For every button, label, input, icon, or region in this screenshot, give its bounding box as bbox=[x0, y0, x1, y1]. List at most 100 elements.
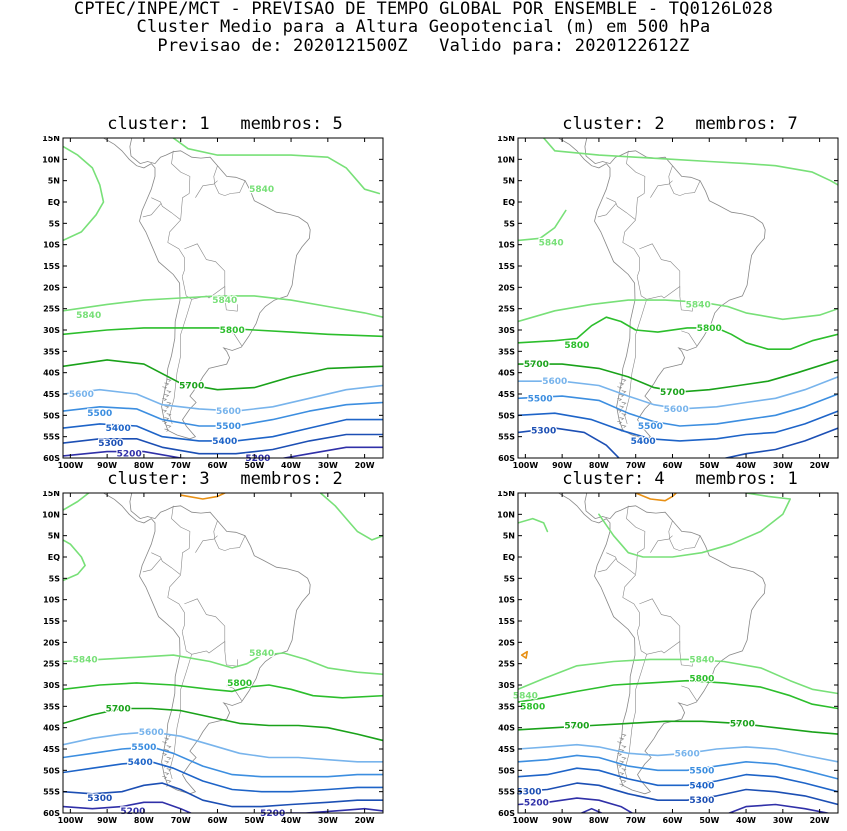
country-border bbox=[639, 243, 681, 287]
contour-label: 5500 bbox=[216, 422, 241, 432]
contour-label: 5840 bbox=[513, 692, 538, 702]
contour-label: 5840 bbox=[686, 300, 711, 310]
map-layer bbox=[63, 493, 383, 813]
contour-label: 5800 bbox=[520, 702, 545, 712]
lat-label: 45S bbox=[498, 745, 515, 754]
country-border bbox=[167, 574, 185, 632]
lon-label: 40W bbox=[736, 816, 756, 825]
island-mark bbox=[617, 420, 623, 425]
lat-label: 45S bbox=[43, 390, 60, 399]
isoline-5700 bbox=[518, 359, 838, 393]
island-mark bbox=[166, 745, 172, 749]
country-border bbox=[226, 330, 243, 346]
lon-label: 40W bbox=[281, 816, 301, 825]
isoline-5800 bbox=[518, 679, 838, 710]
island-mark bbox=[166, 378, 172, 382]
island-mark bbox=[162, 409, 168, 413]
lat-label: 40S bbox=[43, 369, 60, 378]
country-border bbox=[169, 631, 193, 779]
main-title: CPTEC/INPE/MCT - PREVISAO DE TEMPO GLOBA… bbox=[73, 0, 774, 19]
island-mark bbox=[166, 390, 172, 394]
lat-label: 60S bbox=[498, 454, 515, 463]
island-mark bbox=[164, 417, 170, 421]
isoline-5840 bbox=[518, 299, 838, 323]
lat-label: 5S bbox=[504, 574, 516, 583]
contour-label: 5840 bbox=[212, 296, 237, 306]
lat-label: 50S bbox=[43, 411, 60, 420]
island-mark bbox=[619, 783, 625, 787]
island-mark bbox=[166, 756, 172, 760]
isoline-5300 bbox=[63, 433, 383, 455]
lat-label: 35S bbox=[498, 702, 515, 711]
lat-label: 25S bbox=[43, 305, 60, 314]
country-border bbox=[639, 598, 681, 642]
contour-label: 5300 bbox=[516, 788, 541, 798]
isoline-5900 bbox=[634, 493, 677, 502]
contour-label: 5400 bbox=[689, 781, 714, 791]
lat-label: 55S bbox=[43, 788, 60, 797]
lon-label: 60W bbox=[208, 816, 228, 825]
subtitle: Cluster Medio para a Altura Geopotencial… bbox=[136, 17, 711, 37]
contour-label: 5600 bbox=[675, 749, 700, 759]
isoline-5300 bbox=[722, 427, 838, 458]
panel-title: cluster: 3 membros: 2 bbox=[107, 469, 343, 489]
lon-label: 50W bbox=[244, 461, 264, 470]
lat-label: 15N bbox=[42, 491, 60, 498]
contour-label: 5400 bbox=[212, 437, 237, 447]
lon-label: 100W bbox=[58, 461, 84, 470]
island-mark bbox=[621, 413, 627, 417]
lat-label: EQ bbox=[503, 198, 515, 207]
coastline bbox=[532, 138, 766, 440]
lat-label: 5N bbox=[48, 177, 60, 186]
isoline-5840 bbox=[63, 539, 86, 582]
lat-label: 5S bbox=[49, 574, 61, 583]
panel-title: cluster: 2 membros: 7 bbox=[562, 114, 798, 134]
lat-label: 30S bbox=[43, 681, 60, 690]
isoline-5840 bbox=[518, 209, 567, 242]
lat-label: 40S bbox=[498, 724, 515, 733]
lat-label: 20S bbox=[43, 638, 60, 647]
lat-label: 40S bbox=[498, 369, 515, 378]
contour-label: 5500 bbox=[87, 409, 112, 419]
lon-label: 30W bbox=[773, 461, 793, 470]
map-layer bbox=[518, 138, 838, 458]
country-border bbox=[597, 558, 617, 573]
contour-label: 5840 bbox=[249, 185, 274, 195]
contour-label: 5700 bbox=[106, 705, 131, 715]
island-mark bbox=[164, 772, 170, 776]
island-mark bbox=[162, 741, 168, 745]
lat-label: 5S bbox=[49, 219, 61, 228]
lat-label: 5N bbox=[503, 532, 515, 541]
island-mark bbox=[162, 386, 168, 390]
map-plot: 5840584058005800570057005600560055005500… bbox=[497, 136, 839, 470]
lat-label: 50S bbox=[498, 766, 515, 775]
isoline-5700 bbox=[63, 359, 383, 391]
contour-label: 5800 bbox=[689, 675, 714, 685]
island-mark bbox=[619, 382, 625, 386]
lat-label: 45S bbox=[498, 390, 515, 399]
lat-label: 15S bbox=[43, 617, 60, 626]
lon-label: 90W bbox=[97, 461, 117, 470]
isoline-5200 bbox=[579, 807, 604, 813]
lon-label: 60W bbox=[208, 461, 228, 470]
island-mark bbox=[162, 752, 168, 757]
contour-label: 5400 bbox=[631, 437, 656, 447]
country-border bbox=[597, 203, 617, 218]
plot-frame bbox=[62, 137, 384, 459]
island-mark bbox=[162, 775, 168, 780]
country-border bbox=[151, 552, 181, 576]
lat-label: 35S bbox=[43, 347, 60, 356]
panel-title: cluster: 1 membros: 5 bbox=[107, 114, 343, 134]
isoline-5400 bbox=[63, 418, 383, 442]
country-border bbox=[622, 219, 640, 277]
isoline-5200 bbox=[63, 450, 195, 458]
contour-label: 5500 bbox=[638, 422, 663, 432]
island-mark bbox=[617, 386, 623, 390]
lat-label: 5S bbox=[504, 219, 516, 228]
lon-label: 70W bbox=[626, 461, 646, 470]
coastline bbox=[532, 493, 766, 795]
panel-cluster-3: cluster: 3 membros: 2 5840 5840 5800 5700 56… bbox=[23, 469, 407, 829]
island-mark bbox=[166, 768, 172, 772]
